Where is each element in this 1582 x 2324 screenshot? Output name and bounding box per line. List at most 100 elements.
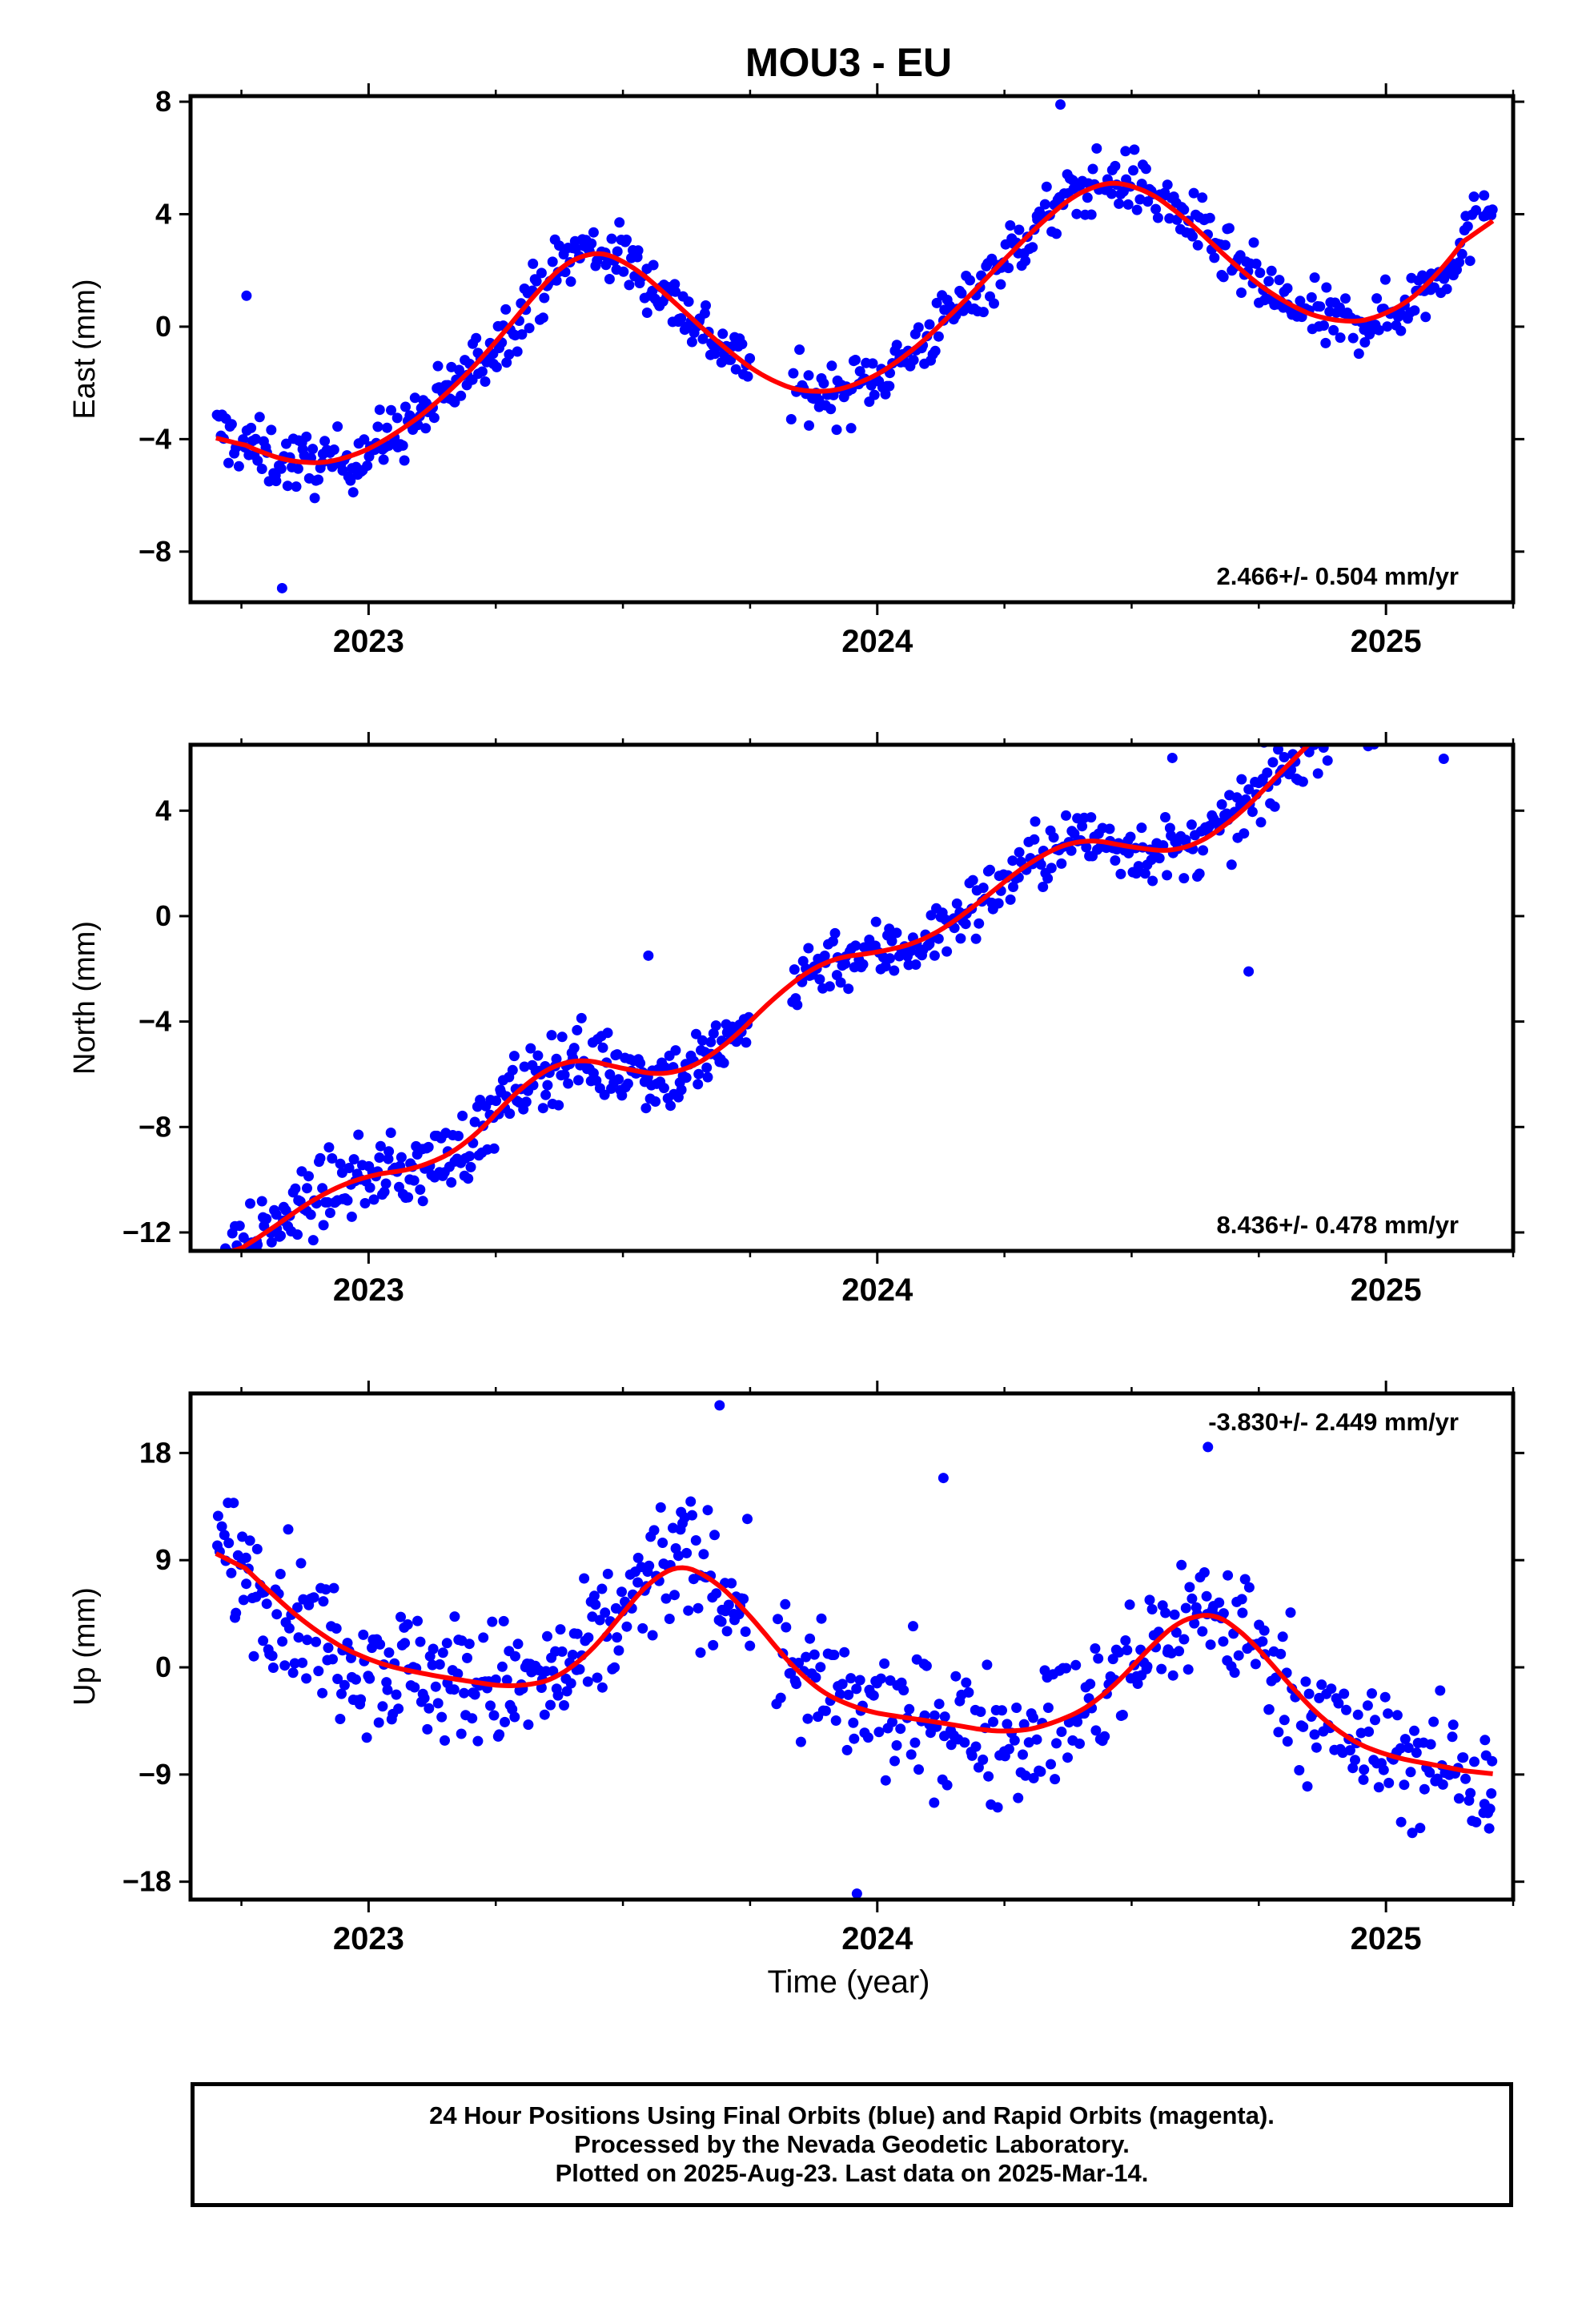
data-point xyxy=(850,940,861,951)
data-point xyxy=(472,1735,484,1747)
data-point xyxy=(1136,822,1147,834)
data-point xyxy=(1358,1774,1369,1785)
data-point xyxy=(794,344,805,356)
data-point xyxy=(830,1715,841,1726)
data-point xyxy=(1471,691,1481,702)
data-point xyxy=(742,1514,753,1525)
data-point xyxy=(342,1195,353,1206)
data-point xyxy=(559,1069,570,1080)
data-point xyxy=(803,943,814,954)
data-point xyxy=(520,1096,532,1108)
data-point xyxy=(348,1154,359,1165)
data-point xyxy=(737,339,748,350)
data-point xyxy=(1384,697,1395,707)
data-point xyxy=(613,1645,624,1656)
data-point xyxy=(1487,699,1497,710)
data-point xyxy=(1323,721,1334,731)
data-point xyxy=(975,1707,986,1717)
data-point xyxy=(1086,209,1097,220)
data-point xyxy=(698,1549,709,1560)
data-point xyxy=(1236,774,1247,785)
data-point xyxy=(681,1072,692,1084)
data-point xyxy=(525,1043,536,1054)
data-point xyxy=(1154,853,1165,864)
y-tick-label: 18 xyxy=(139,1436,171,1469)
data-point xyxy=(572,1628,583,1639)
data-point xyxy=(1342,722,1352,733)
data-point xyxy=(870,916,881,927)
data-point xyxy=(1456,712,1466,722)
data-point xyxy=(485,1700,496,1711)
x-axis-title: Time (year) xyxy=(768,1964,930,2000)
data-point xyxy=(851,1888,862,1900)
data-point xyxy=(1197,1626,1208,1637)
data-point xyxy=(1327,734,1337,744)
data-point xyxy=(277,1636,288,1647)
data-point xyxy=(364,1182,375,1193)
data-point xyxy=(809,1649,820,1660)
data-point xyxy=(1382,321,1393,332)
data-point xyxy=(789,964,800,975)
data-point xyxy=(248,1651,259,1662)
data-point xyxy=(1458,1752,1469,1763)
data-point xyxy=(500,304,512,315)
data-point xyxy=(1035,1766,1046,1777)
data-point xyxy=(604,274,615,284)
data-point xyxy=(1294,1765,1305,1775)
data-point xyxy=(397,440,408,451)
data-point xyxy=(428,1643,439,1655)
data-point xyxy=(1355,705,1366,715)
data-point xyxy=(1139,868,1150,879)
data-point xyxy=(1424,691,1435,702)
data-point xyxy=(240,1552,251,1563)
data-point xyxy=(576,1012,587,1023)
data-point xyxy=(1468,714,1478,724)
data-point xyxy=(546,1030,557,1041)
data-point xyxy=(545,1699,556,1711)
data-point xyxy=(875,1673,886,1684)
data-point xyxy=(669,279,681,290)
data-point xyxy=(956,287,967,299)
data-point xyxy=(355,1694,367,1705)
data-point xyxy=(908,1621,918,1632)
data-point xyxy=(1223,1570,1234,1581)
data-point xyxy=(1170,1627,1182,1638)
data-point xyxy=(271,1209,282,1220)
data-point xyxy=(670,286,681,297)
data-point xyxy=(1406,708,1416,718)
data-point xyxy=(1197,192,1208,203)
data-point xyxy=(773,1614,783,1625)
data-point xyxy=(1443,715,1454,726)
data-point xyxy=(1131,204,1142,215)
data-point xyxy=(1456,248,1468,259)
data-point xyxy=(1020,1770,1031,1781)
data-point xyxy=(793,1658,805,1668)
data-point xyxy=(266,1236,277,1248)
y-tick-label: 8 xyxy=(155,85,171,118)
data-point xyxy=(317,1687,328,1699)
data-point xyxy=(1399,1779,1410,1791)
data-point xyxy=(1398,726,1408,737)
data-point xyxy=(1203,1441,1214,1453)
data-point xyxy=(436,1711,448,1723)
data-point xyxy=(730,364,741,375)
data-point xyxy=(1395,1816,1407,1827)
data-point xyxy=(869,389,880,400)
data-point xyxy=(1218,271,1229,283)
data-point xyxy=(1192,239,1203,251)
data-point xyxy=(516,329,528,340)
data-point xyxy=(542,1080,553,1091)
data-point xyxy=(324,1208,335,1218)
data-point xyxy=(441,1638,452,1649)
data-point xyxy=(985,864,995,875)
data-point xyxy=(494,1729,505,1740)
data-point xyxy=(1014,846,1025,858)
y-tick-label: −8 xyxy=(139,535,171,568)
data-point xyxy=(282,480,293,492)
data-point xyxy=(648,259,659,271)
data-point xyxy=(635,1058,646,1069)
y-tick-label: 4 xyxy=(155,197,171,230)
data-point xyxy=(1174,1646,1185,1657)
data-point xyxy=(597,1042,608,1053)
data-point xyxy=(276,582,287,593)
